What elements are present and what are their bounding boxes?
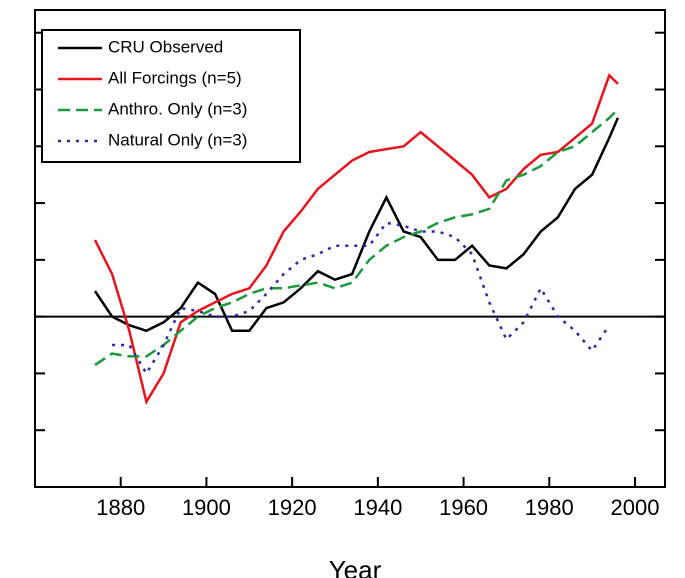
- legend-label: Natural Only (n=3): [108, 130, 247, 149]
- x-tick-label: 1880: [96, 495, 145, 520]
- x-tick-label: 1940: [353, 495, 402, 520]
- x-tick-label: 1960: [439, 495, 488, 520]
- plot-frame: [34, 9, 666, 488]
- x-tick-label: 1900: [182, 495, 231, 520]
- legend-label: All Forcings (n=5): [108, 68, 242, 87]
- x-tick-label: 1980: [525, 495, 574, 520]
- series-line: [94, 108, 619, 366]
- series-line: [93, 117, 620, 333]
- x-axis-label: Year: [329, 555, 382, 578]
- legend-label: CRU Observed: [108, 37, 223, 56]
- x-tick-label: 1920: [268, 495, 317, 520]
- legend-label: Anthro. Only (n=3): [108, 99, 247, 118]
- series-line: [93, 73, 619, 406]
- x-tick-label: 2000: [611, 495, 660, 520]
